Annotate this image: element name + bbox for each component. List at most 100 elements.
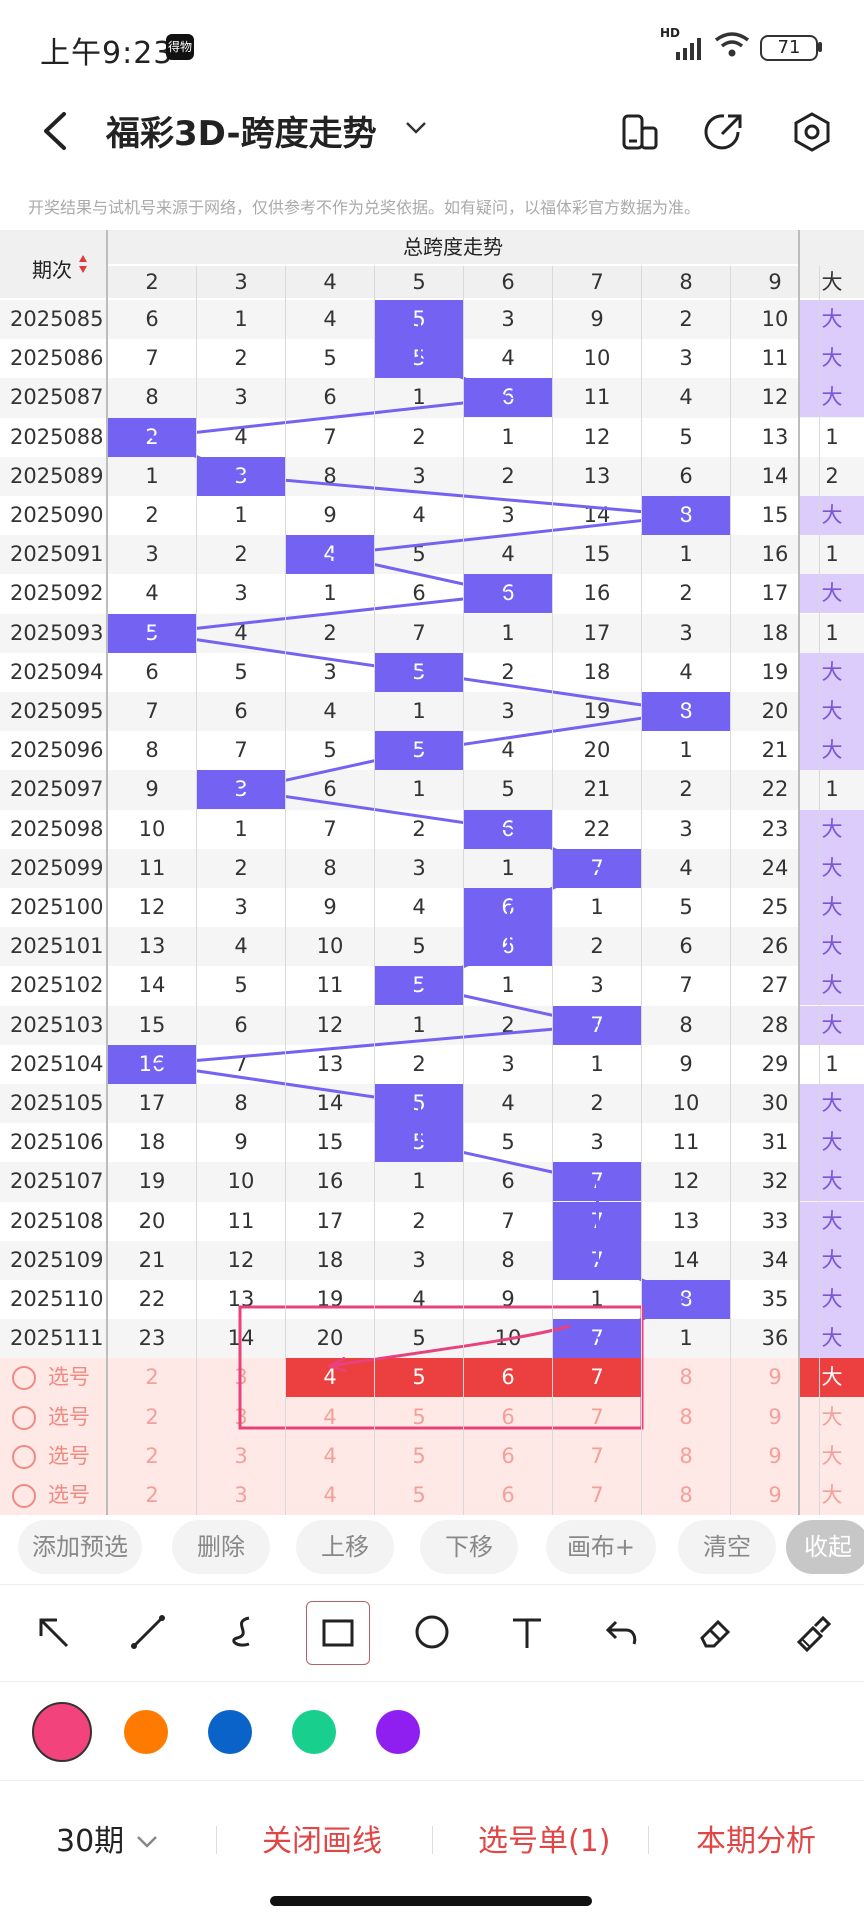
color-palette — [0, 1680, 864, 1781]
pick-radio[interactable] — [12, 1484, 36, 1508]
pick-cell[interactable]: 7 — [590, 1483, 604, 1507]
big-cell: 大 — [800, 888, 864, 927]
period-select-label: 30期 — [56, 1824, 125, 1859]
back-icon[interactable] — [36, 108, 76, 154]
pick-list-button[interactable]: 选号单(1) — [478, 1824, 611, 1859]
pick-cell[interactable]: 3 — [234, 1443, 248, 1468]
pick-cell[interactable]: 5 — [412, 1404, 426, 1429]
selected-pick-cell[interactable]: 5 — [375, 1358, 463, 1398]
settings-icon[interactable] — [790, 110, 834, 154]
pick-cell[interactable]: 8 — [679, 1443, 693, 1468]
chip-button[interactable]: 收起 — [786, 1520, 864, 1574]
pick-cell[interactable]: 3 — [234, 1483, 248, 1507]
pick-cell[interactable]: 2 — [145, 1443, 159, 1468]
trend-cell: 27 — [761, 973, 789, 998]
color-swatch[interactable] — [376, 1710, 420, 1754]
trend-cell: 7 — [234, 738, 248, 763]
pick-cell[interactable]: 9 — [768, 1483, 782, 1507]
pick-cell[interactable]: 4 — [323, 1483, 337, 1507]
grid-line — [285, 266, 286, 1516]
trend-cell: 6 — [234, 699, 248, 723]
pick-cell[interactable]: 7 — [590, 1404, 604, 1429]
pick-cell[interactable]: 4 — [323, 1443, 337, 1468]
pick-radio[interactable] — [12, 1405, 36, 1430]
selected-pick-cell[interactable]: 6 — [464, 1358, 552, 1398]
text-tool-icon[interactable] — [496, 1601, 558, 1663]
pick-cell[interactable]: 5 — [412, 1483, 426, 1507]
undo-icon[interactable] — [591, 1601, 653, 1663]
pick-cell[interactable]: 7 — [590, 1443, 604, 1468]
chip-button[interactable]: 删除 — [172, 1520, 270, 1574]
chip-button[interactable]: 上移 — [296, 1520, 394, 1574]
clear-brush-icon[interactable] — [780, 1601, 842, 1663]
column-header-5: 5 — [375, 266, 463, 298]
pick-cell[interactable]: 3 — [234, 1365, 248, 1390]
trend-cell: 8 — [323, 855, 337, 880]
selected-pick-cell[interactable]: 4 — [286, 1358, 374, 1398]
big-cell: 大 — [800, 574, 864, 614]
chip-button[interactable]: 添加预选 — [18, 1520, 142, 1574]
pick-cell[interactable]: 6 — [501, 1404, 515, 1429]
pick-cell[interactable]: 6 — [501, 1483, 515, 1507]
pick-big-cell[interactable]: 大 — [821, 1404, 843, 1429]
chip-button[interactable]: 清空 — [678, 1520, 776, 1574]
big-cell: 大 — [800, 339, 864, 379]
period-header[interactable]: 期次 — [0, 230, 106, 298]
line-tool-icon[interactable] — [117, 1601, 179, 1663]
trend-cell: 7 — [501, 1208, 515, 1233]
pick-cell[interactable]: 9 — [768, 1365, 782, 1390]
selected-pick-cell[interactable]: 7 — [553, 1358, 641, 1398]
rect-tool-icon[interactable] — [306, 1601, 370, 1665]
trend-cell: 21 — [583, 777, 611, 802]
color-swatch[interactable] — [292, 1710, 336, 1754]
trend-cell: 4 — [679, 385, 693, 410]
hit-cell: 6 — [464, 927, 552, 967]
curve-tool-icon[interactable] — [212, 1601, 274, 1663]
home-indicator[interactable] — [270, 1896, 592, 1906]
pick-cell[interactable]: 8 — [679, 1404, 693, 1429]
period-analysis-button[interactable]: 本期分析 — [696, 1824, 816, 1859]
pick-label: 选号 — [48, 1365, 90, 1390]
signal-icon — [676, 38, 701, 60]
pick-radio[interactable] — [12, 1366, 36, 1391]
arrow-tool-icon[interactable] — [22, 1601, 84, 1663]
chevron-down-icon[interactable] — [404, 118, 428, 138]
eraser-icon[interactable] — [685, 1601, 747, 1663]
battery-icon: 71 — [760, 35, 818, 61]
color-swatch[interactable] — [124, 1710, 168, 1754]
pick-cell[interactable]: 2 — [145, 1483, 159, 1507]
page-title[interactable]: 福彩3D-跨度走势 — [106, 114, 377, 154]
big-divider — [798, 230, 800, 1516]
pick-cell[interactable]: 8 — [679, 1483, 693, 1507]
pick-big-cell[interactable]: 大 — [800, 1358, 864, 1398]
pick-cell[interactable]: 2 — [145, 1404, 159, 1429]
period-cell: 2025102 — [10, 973, 104, 998]
big-cell: 1 — [825, 620, 839, 645]
period-cell: 2025106 — [10, 1130, 104, 1155]
share-icon[interactable] — [702, 110, 746, 154]
pick-cell[interactable]: 6 — [501, 1443, 515, 1468]
trend-cell: 6 — [145, 659, 159, 684]
trend-cell: 19 — [761, 659, 789, 684]
split-screen-icon[interactable] — [618, 110, 662, 154]
chip-button[interactable]: 下移 — [420, 1520, 518, 1574]
trend-cell: 5 — [679, 424, 693, 449]
color-swatch[interactable] — [32, 1702, 92, 1762]
pick-cell[interactable]: 9 — [768, 1404, 782, 1429]
chip-button[interactable]: 画布+ — [546, 1520, 656, 1574]
close-line-button[interactable]: 关闭画线 — [262, 1824, 382, 1859]
circle-tool-icon[interactable] — [401, 1601, 463, 1663]
color-swatch[interactable] — [208, 1710, 252, 1754]
pick-cell[interactable]: 9 — [768, 1443, 782, 1468]
pick-cell[interactable]: 5 — [412, 1443, 426, 1468]
period-select[interactable]: 30期 — [56, 1816, 160, 1860]
trend-cell: 17 — [316, 1208, 344, 1233]
pick-cell[interactable]: 8 — [679, 1365, 693, 1390]
pick-radio[interactable] — [12, 1444, 36, 1469]
pick-cell[interactable]: 3 — [234, 1404, 248, 1429]
pick-cell[interactable]: 4 — [323, 1404, 337, 1429]
divider — [216, 1826, 217, 1854]
pick-big-cell[interactable]: 大 — [821, 1483, 843, 1507]
pick-cell[interactable]: 2 — [145, 1365, 159, 1390]
pick-big-cell[interactable]: 大 — [821, 1443, 843, 1468]
